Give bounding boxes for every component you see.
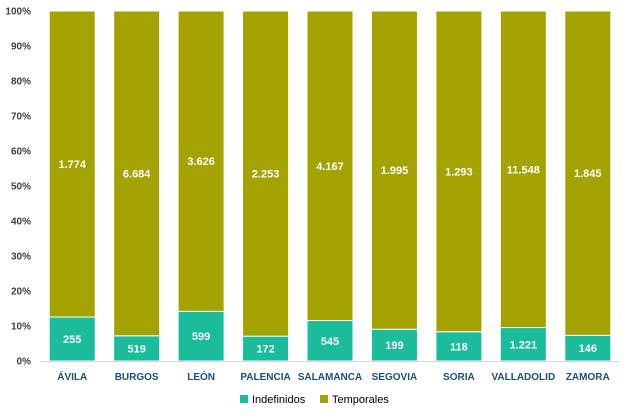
data-label-indefinidos: 146 [579, 343, 597, 355]
y-tick-label: 40% [11, 217, 31, 228]
legend: Indefinidos Temporales [240, 394, 389, 406]
bar-temporales [370, 10, 418, 330]
data-label-indefinidos: 599 [192, 331, 210, 343]
data-label-temporales: 1.293 [445, 166, 473, 178]
y-tick-label: 10% [11, 322, 31, 333]
data-label-indefinidos: 545 [321, 336, 339, 348]
data-label-temporales: 1.845 [574, 168, 602, 180]
bar-temporales [499, 10, 547, 329]
legend-swatch [240, 395, 248, 403]
data-label-temporales: 2.253 [252, 169, 280, 181]
data-label-indefinidos: 255 [63, 334, 81, 346]
bar-temporales [113, 10, 161, 337]
data-label-temporales: 1.774 [58, 159, 86, 171]
legend-label: Indefinidos [252, 394, 306, 406]
x-tick-label: LEÓN [187, 370, 215, 383]
bar-indefinidos [48, 316, 96, 362]
data-label-indefinidos: 118 [450, 341, 468, 353]
data-label-indefinidos: 519 [127, 343, 145, 355]
x-tick-label: SORIA [443, 372, 475, 383]
bars: 255 1.774 519 6.684 599 3.626 172 2.253 545 4.167… [48, 10, 612, 362]
x-tick-label: BURGOS [115, 372, 159, 383]
y-tick-label: 100% [5, 7, 31, 18]
y-tick-label: 90% [11, 42, 31, 53]
data-label-temporales: 6.684 [123, 168, 151, 180]
y-tick-label: 60% [11, 147, 31, 158]
y-tick-label: 20% [11, 287, 31, 298]
bar-temporales [306, 10, 354, 322]
x-tick-label: ZAMORA [566, 372, 610, 383]
y-tick-label: 70% [11, 112, 31, 123]
data-label-indefinidos: 1.221 [510, 339, 538, 351]
x-tick-label: PALENCIA [240, 372, 290, 383]
data-label-temporales: 3.626 [187, 156, 215, 168]
x-tick-label: ÁVILA [57, 370, 87, 383]
x-tick-label: SEGOVIA [372, 372, 418, 383]
data-label-temporales: 1.995 [381, 165, 409, 177]
y-axis: 0% 10% 20% 30% 40% 50% 60% 70% 80% 90% 100% [5, 7, 31, 368]
x-tick-label: VALLADOLID [491, 372, 555, 383]
y-tick-label: 80% [11, 77, 31, 88]
bar-temporales [242, 10, 290, 337]
y-tick-label: 0% [17, 357, 32, 368]
legend-label: Temporales [332, 394, 389, 406]
x-axis: ÁVILA BURGOS LEÓN PALENCIA SALAMANCA SEGOVIA S… [40, 361, 620, 383]
legend-swatch [320, 395, 328, 403]
data-label-indefinidos: 199 [385, 340, 403, 352]
bar-indefinidos [564, 334, 612, 362]
y-tick-label: 30% [11, 252, 31, 263]
y-tick-label: 50% [11, 182, 31, 193]
bar-temporales [564, 10, 612, 336]
data-label-temporales: 11.548 [507, 164, 540, 176]
data-label-indefinidos: 172 [256, 344, 274, 356]
bar-temporales [48, 10, 96, 318]
bar-indefinidos [370, 328, 418, 362]
bar-temporales [177, 10, 225, 312]
data-label-temporales: 4.167 [316, 161, 344, 173]
bar-temporales [435, 10, 483, 333]
x-tick-label: SALAMANCA [298, 372, 362, 383]
